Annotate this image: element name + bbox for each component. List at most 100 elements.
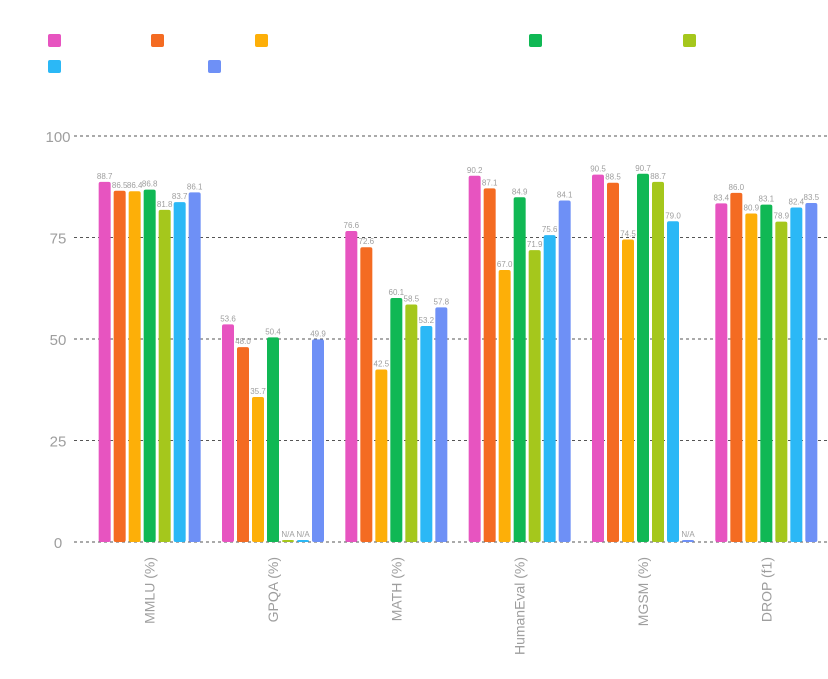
bar-value-label: 87.1 xyxy=(482,178,498,187)
legend-item xyxy=(255,34,268,47)
bar-value-label: 88.7 xyxy=(650,172,666,181)
bar-value-label: 80.9 xyxy=(744,204,760,213)
bar-value-label: N/A xyxy=(681,530,695,539)
legend-swatch xyxy=(255,34,268,47)
bar-value-label: 76.6 xyxy=(344,221,360,230)
bar xyxy=(622,239,634,542)
bar-value-label: 67.0 xyxy=(497,260,513,269)
bar xyxy=(237,347,249,542)
bar xyxy=(390,297,403,542)
bar xyxy=(158,209,171,542)
bar xyxy=(498,269,511,542)
bar xyxy=(312,339,324,542)
bar-value-label: 49.9 xyxy=(310,329,326,338)
bar xyxy=(730,192,743,542)
bar xyxy=(468,175,481,542)
bar-value-label: 86.8 xyxy=(142,180,158,189)
bar-value-label: 50.4 xyxy=(265,327,281,336)
bar-value-label: 78.9 xyxy=(774,212,790,221)
bar-value-label: 90.7 xyxy=(635,164,651,173)
bar-value-label: 57.8 xyxy=(434,297,450,306)
bar xyxy=(805,202,818,543)
bar xyxy=(558,200,571,542)
bar-value-label: 83.1 xyxy=(759,195,775,204)
bar-value-label: 86.0 xyxy=(729,183,745,192)
x-tick-label: MGSM (%) xyxy=(635,557,651,626)
bar-value-label: 83.5 xyxy=(804,193,820,202)
y-tick-label: 75 xyxy=(50,231,67,248)
bar xyxy=(760,204,773,542)
chart-legend xyxy=(0,0,828,90)
bar-value-label: 48.0 xyxy=(235,337,251,346)
y-tick-label: 50 xyxy=(50,332,67,349)
bar-value-label: 88.5 xyxy=(605,173,621,182)
bar xyxy=(607,182,619,542)
bar xyxy=(375,369,388,542)
bar-value-label: 86.4 xyxy=(127,181,143,190)
bar-value-label: 53.2 xyxy=(419,316,435,325)
bar xyxy=(98,181,111,543)
bar xyxy=(282,540,294,542)
legend-swatch xyxy=(151,34,164,47)
bar xyxy=(435,307,448,542)
y-tick-label: 25 xyxy=(50,434,67,451)
legend-swatch xyxy=(529,34,542,47)
legend-item xyxy=(48,60,61,73)
bar-value-label: 53.6 xyxy=(220,314,236,323)
bar xyxy=(297,540,309,542)
bar xyxy=(360,247,373,542)
bar-value-label: N/A xyxy=(281,530,295,539)
x-tick-label: MATH (%) xyxy=(388,557,404,621)
x-tick-label: MMLU (%) xyxy=(142,557,158,624)
bar xyxy=(543,235,556,542)
bar-value-label: 75.6 xyxy=(542,225,558,234)
bar-value-label: 82.4 xyxy=(789,197,805,206)
bar-value-label: N/A xyxy=(296,530,310,539)
legend-item xyxy=(208,60,221,73)
bar xyxy=(592,174,604,542)
bar-value-label: 71.9 xyxy=(527,240,543,249)
bar xyxy=(513,197,526,542)
x-tick-label: GPQA (%) xyxy=(265,557,281,622)
bar-value-label: 42.5 xyxy=(374,359,390,368)
bar xyxy=(790,207,803,542)
bar-value-label: 84.1 xyxy=(557,191,573,200)
legend-swatch xyxy=(208,60,221,73)
legend-item xyxy=(529,34,542,47)
bar xyxy=(405,304,418,542)
bar-value-label: 83.7 xyxy=(172,192,188,201)
bar-value-label: 84.9 xyxy=(512,187,528,196)
bar xyxy=(222,324,234,542)
bar xyxy=(745,213,758,542)
legend-item xyxy=(151,34,164,47)
bar xyxy=(682,540,694,542)
bar-value-label: 72.6 xyxy=(359,237,375,246)
bar xyxy=(528,250,541,542)
bar xyxy=(267,337,279,542)
legend-item xyxy=(48,34,61,47)
bar xyxy=(345,231,358,542)
bar-value-label: 86.1 xyxy=(187,182,203,191)
bar-value-label: 60.1 xyxy=(389,288,405,297)
bar xyxy=(483,188,496,542)
bar xyxy=(715,203,728,542)
bar xyxy=(188,192,201,542)
bar-value-label: 79.0 xyxy=(665,211,681,220)
bar-value-label: 74.5 xyxy=(620,230,636,239)
bar-value-label: 58.5 xyxy=(404,294,420,303)
legend-swatch xyxy=(48,34,61,47)
bar-value-label: 81.8 xyxy=(157,200,173,209)
bar xyxy=(128,191,141,542)
bar xyxy=(252,397,264,542)
bar-value-label: 86.5 xyxy=(112,181,128,190)
legend-swatch xyxy=(48,60,61,73)
legend-item xyxy=(683,34,696,47)
bar-value-label: 83.4 xyxy=(714,193,730,202)
bar xyxy=(143,189,156,543)
x-tick-label: HumanEval (%) xyxy=(512,557,528,655)
x-tick-label: DROP (f1) xyxy=(758,557,774,622)
bar xyxy=(420,326,433,542)
legend-swatch xyxy=(683,34,696,47)
bar xyxy=(173,202,186,543)
